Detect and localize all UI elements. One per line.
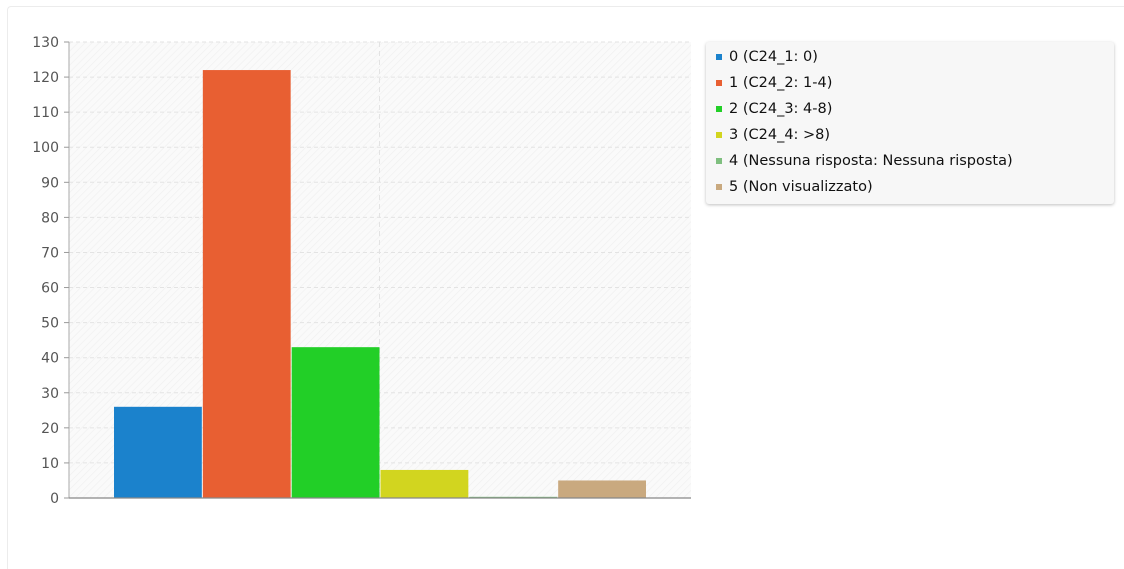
y-tick-label: 110 bbox=[32, 105, 59, 121]
bars-group bbox=[114, 70, 646, 499]
legend-swatch bbox=[716, 54, 722, 60]
bar-2[interactable] bbox=[291, 347, 380, 498]
y-tick-label: 80 bbox=[41, 210, 59, 226]
bar-0[interactable] bbox=[114, 406, 202, 498]
legend-label: 0 (C24_1: 0) bbox=[729, 49, 818, 65]
y-tick-label: 50 bbox=[41, 316, 59, 332]
y-tick-label: 0 bbox=[50, 491, 59, 507]
y-tick-label: 20 bbox=[41, 421, 59, 437]
legend-label: 3 (C24_4: >8) bbox=[729, 127, 831, 143]
y-tick-label: 100 bbox=[32, 140, 59, 156]
y-tick-label: 30 bbox=[41, 386, 59, 402]
chart-legend: 0 (C24_1: 0) 1 (C24_2: 1-4) 2 (C24_3: 4-8)… bbox=[706, 42, 1114, 204]
y-tick-label: 10 bbox=[41, 456, 59, 472]
legend-swatch bbox=[716, 132, 722, 138]
legend-swatch bbox=[716, 106, 722, 112]
bar-1[interactable] bbox=[202, 70, 291, 499]
legend-label: 5 (Non visualizzato) bbox=[729, 179, 873, 195]
bar-5[interactable] bbox=[558, 480, 646, 498]
legend-label: 2 (C24_3: 4-8) bbox=[729, 101, 833, 117]
legend-swatch bbox=[716, 184, 722, 190]
y-tick-label: 90 bbox=[41, 175, 59, 191]
legend-swatch bbox=[716, 158, 722, 164]
legend-item[interactable]: 3 (C24_4: >8) bbox=[716, 122, 1114, 148]
y-tick-label: 60 bbox=[41, 281, 59, 297]
legend-swatch bbox=[716, 80, 722, 86]
grid-lines bbox=[69, 41, 691, 498]
y-tick-label: 130 bbox=[32, 35, 59, 51]
bar-3[interactable] bbox=[380, 469, 469, 498]
legend-item[interactable]: 2 (C24_3: 4-8) bbox=[716, 96, 1114, 122]
axes-group bbox=[68, 42, 691, 499]
legend-item[interactable]: 0 (C24_1: 0) bbox=[716, 44, 1114, 70]
legend-item[interactable]: 4 (Nessuna risposta: Nessuna risposta) bbox=[716, 148, 1114, 174]
legend-item[interactable]: 1 (C24_2: 1-4) bbox=[716, 70, 1114, 96]
legend-label: 4 (Nessuna risposta: Nessuna risposta) bbox=[729, 153, 1013, 169]
y-tick-label: 40 bbox=[41, 351, 59, 367]
y-axis-ticks: 0 10 20 30 40 50 60 70 80 90 100 110 120 130 bbox=[32, 35, 69, 507]
legend-label: 1 (C24_2: 1-4) bbox=[729, 75, 833, 91]
y-tick-label: 120 bbox=[32, 70, 59, 86]
y-tick-label: 70 bbox=[41, 245, 59, 261]
legend-item[interactable]: 5 (Non visualizzato) bbox=[716, 174, 1114, 200]
